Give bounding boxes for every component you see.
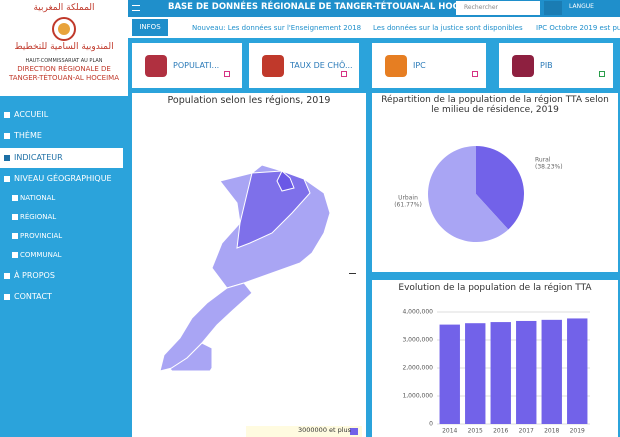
logo-agency: المندوبية السامية للتخطيط xyxy=(14,42,114,52)
ticker-bar xyxy=(128,17,620,38)
menu-icon xyxy=(12,252,18,258)
download-icon[interactable] xyxy=(349,268,356,274)
menu-icon xyxy=(4,273,10,279)
card-link xyxy=(472,71,478,77)
x-tick-label: 2016 xyxy=(493,428,508,435)
card-icon xyxy=(145,55,167,77)
x-tick-label: 2019 xyxy=(570,428,585,435)
ticker-item: Les données sur la justice sont disponib… xyxy=(373,24,523,32)
ticker-item: Nouveau: Les données sur l'Enseignement … xyxy=(192,24,362,32)
menu-item[interactable]: NATIONAL xyxy=(0,188,123,208)
map-region xyxy=(276,170,295,192)
y-tick-label: 3,000,000 xyxy=(402,337,433,344)
card-label: POPULATI... xyxy=(173,61,220,70)
menu-icon xyxy=(4,176,10,182)
menu-item[interactable]: PROVINCIAL xyxy=(0,226,123,246)
logo-agency-fr: HAUT-COMMISSARIAT AU PLAN xyxy=(25,58,103,64)
menu-item[interactable]: CONTACT xyxy=(0,287,123,307)
pie-slice xyxy=(476,146,524,230)
pie-value-label: (61.77%) xyxy=(394,202,422,209)
search-input[interactable]: Rechercher xyxy=(456,1,540,15)
y-tick-label: 4,000,000 xyxy=(402,309,433,316)
pie-slice xyxy=(428,146,509,243)
x-tick-label: 2014 xyxy=(442,428,457,435)
language-menu[interactable]: LANGUE xyxy=(569,3,594,10)
map-legend: 3000000 et plus xyxy=(298,426,352,434)
search-button[interactable] xyxy=(544,1,562,15)
logo-region: TANGER-TÉTOUAN-AL HOCEIMA xyxy=(9,74,119,82)
map-panel xyxy=(132,93,366,437)
legend-box xyxy=(246,426,362,437)
pie-value-label: (38.23%) xyxy=(535,164,563,171)
ticker-item: IPC Octobre 2019 est pub xyxy=(536,24,620,32)
menu-icon xyxy=(4,155,10,161)
logo-direction: DIRECTION RÉGIONALE DE xyxy=(17,65,111,73)
x-tick-label: 2018 xyxy=(544,428,559,435)
map-title: Population selon les régions, 2019 xyxy=(167,95,331,106)
ticker-label: INFOS xyxy=(132,19,168,36)
menu-icon xyxy=(12,214,18,220)
menu-item[interactable]: À PROPOS xyxy=(0,266,123,286)
x-tick-label: 2015 xyxy=(468,428,483,435)
map-region xyxy=(169,342,213,372)
bar xyxy=(541,319,562,424)
menu-icon xyxy=(12,195,18,201)
menu-icon xyxy=(4,112,10,118)
pie-label: Rural xyxy=(535,157,551,164)
card-link xyxy=(224,71,230,77)
menu-item[interactable]: COMMUNAL xyxy=(0,245,123,265)
y-tick-label: 2,000,000 xyxy=(402,365,433,372)
card-link xyxy=(599,71,605,77)
menu-icon xyxy=(12,233,18,239)
bar xyxy=(516,320,537,424)
menu-item[interactable]: NIVEAU GÉOGRAPHIQUE xyxy=(0,169,123,189)
map-region xyxy=(236,170,311,249)
card-label: PIB xyxy=(540,61,553,70)
menu-item[interactable]: THÈME xyxy=(0,126,123,146)
legend-swatch xyxy=(350,428,358,435)
y-tick-label: 0 xyxy=(429,421,433,428)
logo-area xyxy=(0,0,128,96)
card-label: IPC xyxy=(413,61,426,70)
logo-kingdom: المملكة المغربية xyxy=(33,3,95,13)
card-label: TAUX DE CHÔ... xyxy=(290,61,353,70)
card-icon xyxy=(512,55,534,77)
bar-title: Evolution de la population de la région … xyxy=(398,283,592,293)
menu-icon xyxy=(4,294,10,300)
card-icon xyxy=(385,55,407,77)
card-icon xyxy=(262,55,284,77)
card-link xyxy=(341,71,347,77)
menu-toggle[interactable] xyxy=(132,5,140,11)
bar xyxy=(567,318,588,424)
x-tick-label: 2017 xyxy=(519,428,534,435)
emblem xyxy=(52,17,76,41)
y-tick-label: 1,000,000 xyxy=(402,393,433,400)
bar xyxy=(465,323,486,424)
pie-label: Urbain xyxy=(398,195,418,202)
bar xyxy=(439,324,460,424)
menu-icon xyxy=(4,133,10,139)
menu-item[interactable]: INDICATEUR xyxy=(0,148,123,168)
pie-title: Répartition de la population de la régio… xyxy=(381,95,609,115)
menu-item[interactable]: RÉGIONAL xyxy=(0,207,123,227)
menu-item[interactable]: ACCUEIL xyxy=(0,105,123,125)
header-title: BASE DE DONNÉES RÉGIONALE DE TANGER-TÉTO… xyxy=(168,2,483,12)
bar xyxy=(490,322,511,424)
